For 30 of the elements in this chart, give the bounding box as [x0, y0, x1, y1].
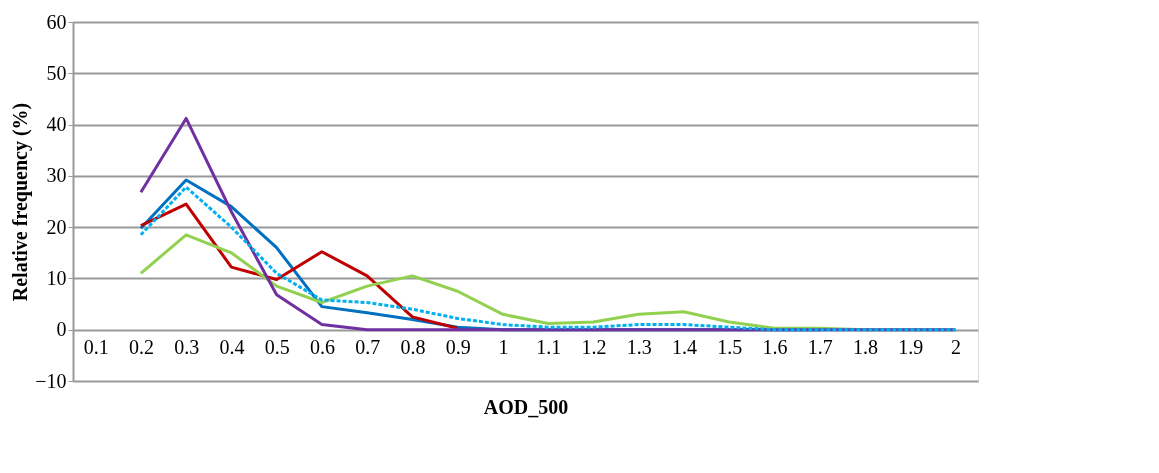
y-tick-label: −10 [35, 369, 67, 392]
x-tick-label: 1.3 [626, 336, 652, 359]
x-tick-label: 0.1 [83, 336, 109, 359]
y-tick-label: 30 [46, 164, 67, 187]
y-tick-label: 20 [46, 215, 67, 238]
y-tick-label: 0 [56, 318, 67, 341]
y-tick-label: 10 [46, 266, 67, 289]
x-tick-label: 1.4 [671, 336, 697, 359]
x-tick-label: 0.9 [445, 336, 471, 359]
x-tick-label: 0.2 [128, 336, 154, 359]
x-tick-label: 0.6 [309, 336, 335, 359]
x-tick-label: 1.9 [898, 336, 924, 359]
x-tick-label: 0.7 [355, 336, 381, 359]
y-tick-label: 60 [46, 10, 67, 33]
x-tick-label: 0.4 [219, 336, 245, 359]
x-tick-label: 1.6 [762, 336, 788, 359]
x-tick-label: 1.1 [536, 336, 562, 359]
x-axis-title: AOD_500 [483, 396, 569, 419]
x-tick-label: 1.7 [807, 336, 833, 359]
x-tick-label: 1.5 [717, 336, 743, 359]
x-tick-label: 1.2 [581, 336, 607, 359]
x-tick-label: 1.8 [852, 336, 878, 359]
y-axis-title: Relative frequency (%) [9, 102, 33, 302]
y-tick-label: 40 [46, 113, 67, 136]
x-tick-label: 0.5 [264, 336, 290, 359]
x-tick-label: 0.8 [400, 336, 426, 359]
x-tick-label: 1 [498, 336, 509, 359]
x-tick-label: 0.3 [174, 336, 200, 359]
y-tick-label: 50 [46, 61, 67, 84]
x-tick-label: 2 [950, 336, 961, 359]
